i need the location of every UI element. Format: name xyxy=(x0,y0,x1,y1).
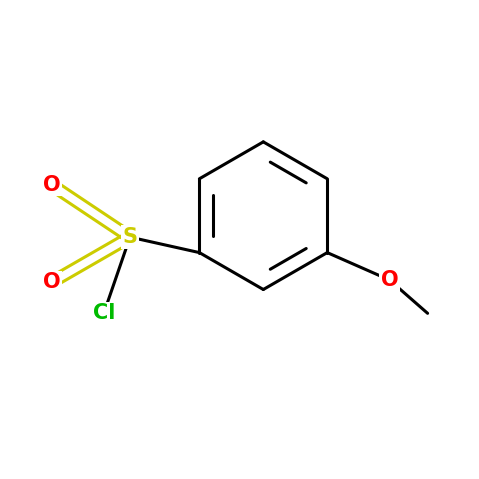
Text: Cl: Cl xyxy=(92,303,115,323)
Text: S: S xyxy=(123,227,137,247)
Text: O: O xyxy=(381,270,399,290)
Text: O: O xyxy=(43,273,60,292)
Text: O: O xyxy=(43,175,60,195)
